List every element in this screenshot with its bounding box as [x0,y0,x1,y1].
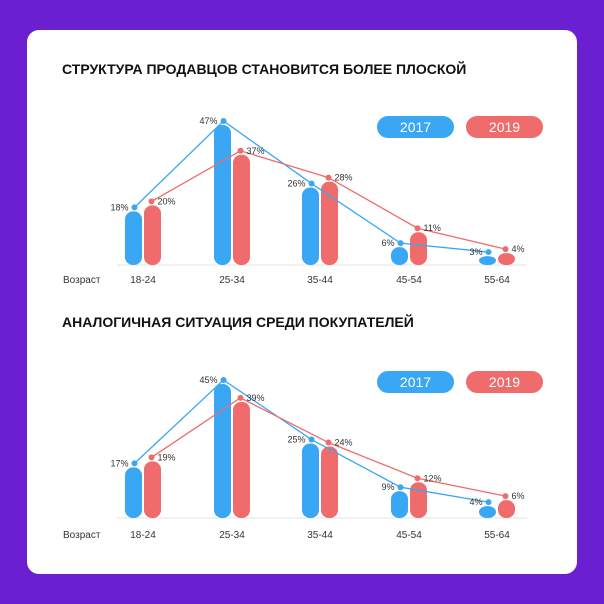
chart-2-tick-label: 45-54 [396,530,422,541]
chart-2-data-label-2017-45-54: 9% [381,482,394,492]
chart-1-tick-label: 18-24 [130,275,156,286]
chart-2-bar-2019-18-24 [144,461,161,518]
chart-1-data-label-2017-35-44: 26% [287,179,305,189]
chart-2-point-2017-45-54 [397,484,404,491]
chart-2-bar-2017-45-54 [391,491,408,518]
chart-2-tick-label: 55-64 [484,530,510,541]
chart-2-point-2019-18-24 [148,454,155,461]
chart-2-point-2019-25-34 [237,394,244,401]
chart-2-point-2019-35-44 [325,439,332,446]
chart-2-bar-2017-25-34 [214,384,231,518]
chart-2-tick-label: 35-44 [307,530,333,541]
chart-1-data-label-2019-55-64: 4% [512,244,525,254]
chart-1-bar-2019-55-64 [498,253,515,265]
chart-2-data-label-2017-18-24: 17% [110,458,128,468]
chart-2-legend-2019: 2019 [466,371,543,393]
chart-2-bar-2019-35-44 [321,446,338,518]
chart-1-point-2019-25-34 [237,147,244,154]
chart-2-point-2017-25-34 [220,377,227,383]
chart-1-bar-2017-45-54 [391,247,408,265]
chart-2-bar-2019-25-34 [233,401,250,518]
chart-2-plot: Возраст 18-24 25-34 35-44 45-54 55-64 17% 45% 25… [63,375,527,541]
chart-1-data-label-2019-18-24: 20% [158,196,176,206]
chart-2-data-label-2017-55-64: 4% [469,497,482,507]
chart-2-data-label-2019-55-64: 6% [512,491,525,501]
chart-1-tick-label: 35-44 [307,275,333,286]
infographic-card: СТРУКТУРА ПРОДАВЦОВ СТАНОВИТСЯ БОЛЕЕ ПЛО… [27,30,577,574]
chart-2-data-label-2019-18-24: 19% [158,452,176,462]
chart-1-bar-2019-45-54 [410,232,427,265]
chart-1-data-label-2017-55-64: 3% [469,247,482,257]
chart-1-bar-2019-18-24 [144,205,161,265]
chart-1-data-label-2019-25-34: 37% [247,146,265,156]
chart-1-tick-label: 45-54 [396,275,422,286]
chart-1-data-label-2017-45-54: 6% [381,238,394,248]
chart-1-point-2017-18-24 [131,204,138,211]
chart-2-point-2019-55-64 [502,493,509,500]
chart-1-point-2019-55-64 [502,246,509,253]
chart-1-bar-2019-35-44 [321,181,338,265]
chart-2-bar-2017-18-24 [125,467,142,518]
chart-2-bar-2019-55-64 [498,500,515,518]
chart-1-point-2019-45-54 [414,225,421,232]
chart-1-bar-2017-55-64 [479,256,496,265]
chart-1-x-axis-title: Возраст [63,275,101,286]
chart-2-x-axis-title: Возраст [63,530,101,541]
chart-2-tick-label: 18-24 [130,530,156,541]
chart-1-tick-label: 25-34 [219,275,245,286]
chart-1-point-2017-55-64 [485,249,492,256]
chart-2-data-label-2019-25-34: 39% [247,393,265,403]
chart-1-point-2019-18-24 [148,198,155,205]
chart-2-data-label-2017-35-44: 25% [287,435,305,445]
chart-1-bar-2019-25-34 [233,154,250,265]
chart-2-point-2017-35-44 [308,436,315,443]
chart-1-point-2019-35-44 [325,174,332,181]
chart-1-data-label-2017-25-34: 47% [199,116,217,126]
chart-1-plot: Возраст 18-24 25-34 35-44 45-54 55-64 18% 47% 26… [63,116,527,286]
chart-2-data-label-2017-25-34: 45% [199,375,217,385]
chart-2-point-2017-18-24 [131,460,138,467]
chart-1-data-label-2017-18-24: 18% [110,202,128,212]
chart-1-point-2017-45-54 [397,240,404,247]
chart-2-bar-2017-55-64 [479,506,496,518]
chart-2-data-label-2019-35-44: 24% [335,438,353,448]
chart-1-bar-2017-35-44 [302,187,319,265]
chart-1-title: СТРУКТУРА ПРОДАВЦОВ СТАНОВИТСЯ БОЛЕЕ ПЛО… [62,61,467,77]
chart-2-data-label-2019-45-54: 12% [424,473,442,483]
chart-2-tick-label: 25-34 [219,530,245,541]
chart-2-legend-2017: 2017 [377,371,454,393]
chart-2-point-2019-45-54 [414,475,421,482]
chart-2-title: АНАЛОГИЧНАЯ СИТУАЦИЯ СРЕДИ ПОКУПАТЕЛЕЙ [62,314,414,330]
chart-2-bar-2019-45-54 [410,482,427,518]
chart-1-data-label-2019-35-44: 28% [335,173,353,183]
chart-1-point-2017-35-44 [308,180,315,187]
chart-1-bar-2017-25-34 [214,125,231,265]
chart-1-bar-2017-18-24 [125,211,142,265]
chart-1-data-label-2019-45-54: 11% [424,223,441,233]
chart-2-bar-2017-35-44 [302,443,319,518]
chart-2-point-2017-55-64 [485,499,492,506]
chart-1-legend-2017: 2017 [377,116,454,138]
chart-1-point-2017-25-34 [220,118,227,124]
chart-1-tick-label: 55-64 [484,275,510,286]
chart-1-legend-2019: 2019 [466,116,543,138]
